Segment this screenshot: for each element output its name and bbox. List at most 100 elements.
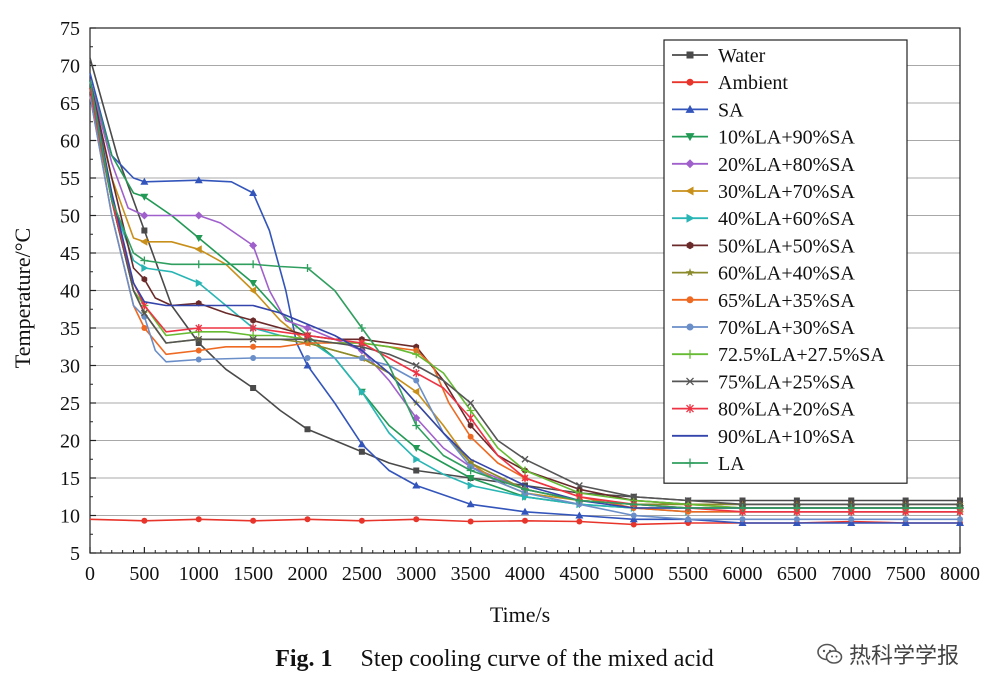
data-point xyxy=(250,355,257,361)
data-point xyxy=(467,399,475,407)
x-tick-label: 5500 xyxy=(668,563,708,585)
x-tick-label: 7500 xyxy=(886,563,926,585)
data-point xyxy=(413,516,420,523)
legend-label: 50%LA+50%SA xyxy=(718,235,855,257)
x-tick-label: 1500 xyxy=(233,563,273,585)
data-point xyxy=(140,301,148,310)
y-tick-label: 70 xyxy=(60,56,80,78)
legend-label: Water xyxy=(718,45,766,67)
chart: 5 10 15 20 25 30 35 40 45 50 55 60 65 70 75 0 500 1000 150… xyxy=(10,18,980,627)
data-point xyxy=(140,193,149,201)
data-point xyxy=(685,349,695,359)
data-point xyxy=(412,387,420,396)
series-75%LA+25%SA xyxy=(89,87,964,508)
data-point xyxy=(686,213,695,223)
legend-entry: 40%LA+60%SA xyxy=(672,208,855,230)
data-point xyxy=(630,512,637,519)
watermark: 热科学学报 xyxy=(817,638,959,670)
data-point xyxy=(848,516,855,523)
data-point xyxy=(901,519,910,526)
data-point xyxy=(686,51,694,59)
legend-label: 80%LA+20%SA xyxy=(718,399,855,421)
data-point xyxy=(521,474,529,482)
legend: Water Ambient SA 10%LA+90%SA 20%LA+80%SA 30%L… xyxy=(663,39,908,484)
data-point xyxy=(140,177,149,185)
data-point xyxy=(304,516,311,523)
data-point xyxy=(195,335,203,343)
watermark-text: 热科学学报 xyxy=(848,644,959,669)
data-point xyxy=(467,422,474,429)
data-point xyxy=(195,516,202,523)
data-point xyxy=(412,350,421,359)
data-point xyxy=(685,186,694,196)
data-point xyxy=(575,511,584,519)
y-tick-label: 50 xyxy=(60,206,80,228)
series-LA xyxy=(89,80,964,512)
y-tick-label: 35 xyxy=(60,318,80,340)
x-tick-label: 6500 xyxy=(777,563,817,585)
data-point xyxy=(140,237,148,246)
data-point xyxy=(140,211,149,220)
data-point xyxy=(413,455,421,464)
data-point xyxy=(140,256,149,265)
data-point xyxy=(466,466,475,475)
data-point xyxy=(521,485,529,494)
data-point xyxy=(957,516,963,523)
data-point xyxy=(358,517,365,524)
data-point xyxy=(194,176,203,184)
data-point xyxy=(466,406,475,415)
x-tick-label: 8000 xyxy=(940,563,980,585)
legend-entry: 75%LA+25%SA xyxy=(672,371,855,393)
legend-entry: SA xyxy=(672,99,744,121)
data-point xyxy=(358,355,365,361)
figure-caption: Fig. 1 Step cooling curve of the mixed a… xyxy=(0,646,989,673)
data-point xyxy=(629,500,638,509)
data-point xyxy=(793,516,800,523)
data-point xyxy=(630,493,638,501)
caption-text: Step cooling curve of the mixed acid xyxy=(360,646,714,672)
x-axis-label: Time/s xyxy=(490,602,550,627)
data-point xyxy=(847,504,856,512)
data-point xyxy=(686,404,694,414)
data-point xyxy=(630,521,637,528)
y-tick-label: 25 xyxy=(60,393,80,415)
y-tick-label: 15 xyxy=(60,468,80,490)
data-point xyxy=(413,377,420,384)
data-point xyxy=(194,245,202,254)
data-point xyxy=(466,500,475,508)
y-tick-label: 10 xyxy=(60,506,80,528)
legend-entry: 80%LA+20%SA xyxy=(672,399,855,421)
legend-entry: 70%LA+30%SA xyxy=(672,317,855,339)
legend-entry: 30%LA+70%SA xyxy=(672,181,855,203)
data-point xyxy=(195,324,203,332)
data-point xyxy=(521,455,529,463)
legend-entry: Water xyxy=(672,45,766,67)
x-tick-label: 2000 xyxy=(288,563,328,585)
data-point xyxy=(250,343,257,350)
legend-entry: 65%LA+35%SA xyxy=(672,290,855,312)
data-point xyxy=(739,516,746,523)
data-point xyxy=(956,519,964,526)
data-point xyxy=(684,497,692,504)
data-point xyxy=(686,78,694,86)
data-point xyxy=(194,211,203,220)
x-tick-label: 6000 xyxy=(723,563,763,585)
y-tick-label: 5 xyxy=(70,543,80,565)
data-point xyxy=(902,516,909,523)
series-line xyxy=(89,87,960,513)
legend-label: 65%LA+35%SA xyxy=(718,290,855,312)
x-tick-label: 0 xyxy=(85,563,95,585)
data-point xyxy=(467,433,474,440)
data-point xyxy=(249,280,258,287)
data-point xyxy=(686,377,694,386)
data-point xyxy=(467,481,475,490)
data-point xyxy=(847,519,856,526)
data-point xyxy=(250,317,256,324)
data-point xyxy=(575,496,584,505)
data-point xyxy=(141,517,148,524)
data-point xyxy=(195,279,203,287)
data-point xyxy=(522,517,528,524)
legend-entry: 20%LA+80%SA xyxy=(672,154,855,176)
legend-label: 10%LA+90%SA xyxy=(718,127,855,149)
data-point xyxy=(194,260,203,269)
